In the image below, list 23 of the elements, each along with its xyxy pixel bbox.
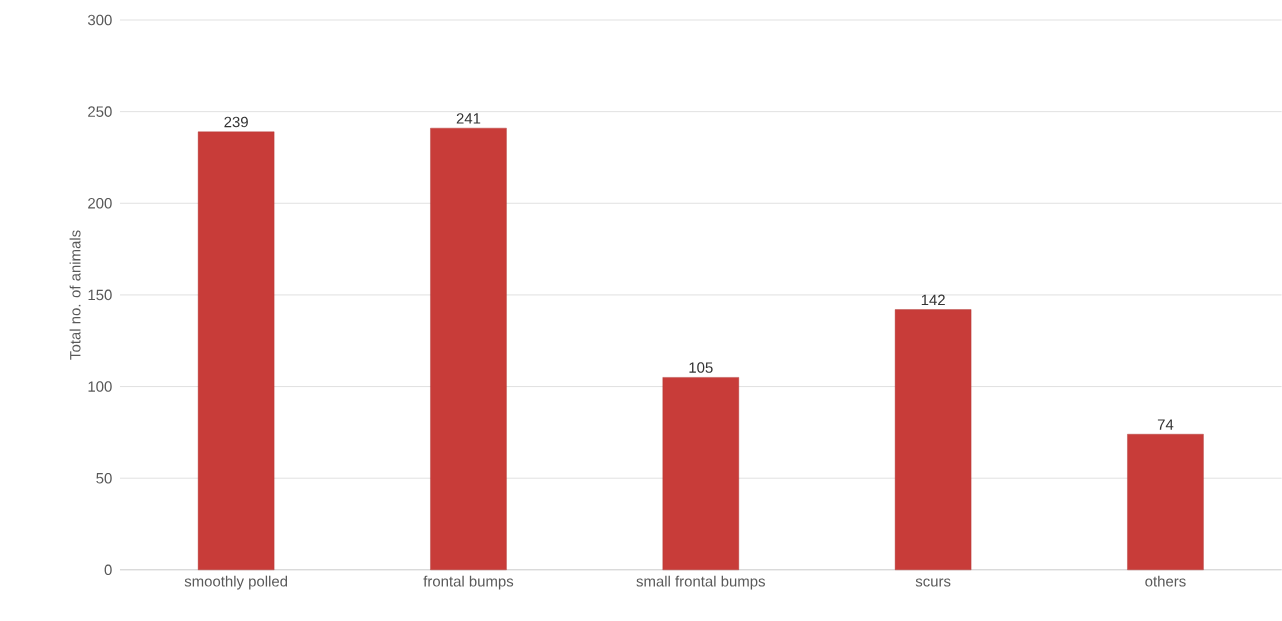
data-label: 239	[224, 116, 248, 128]
data-label: 105	[689, 362, 713, 373]
bar	[662, 377, 739, 571]
y-tick-label: 300	[87, 14, 112, 26]
y-tick-label: 250	[88, 106, 112, 117]
bar	[197, 131, 275, 571]
x-tick-label: smoothly polled	[184, 575, 288, 590]
data-label: 142	[921, 294, 945, 306]
bar	[1127, 434, 1204, 571]
y-tick-label: 200	[88, 198, 112, 209]
y-tick-label: 50	[96, 472, 112, 484]
bar	[430, 128, 507, 571]
y-tick-label: 100	[88, 381, 112, 392]
bar	[894, 309, 972, 571]
x-tick-label: scurs	[915, 578, 951, 587]
data-label: 241	[456, 113, 481, 124]
data-label: 74	[1157, 419, 1174, 430]
x-tick-label: others	[1145, 575, 1186, 587]
x-tick-label: small frontal bumps	[636, 575, 765, 590]
y-tick-label: 150	[88, 289, 112, 301]
x-tick-label: frontal bumps	[423, 575, 514, 590]
y-axis-title: Total no. of animals	[69, 230, 81, 360]
y-tick-label: 0	[104, 564, 112, 576]
